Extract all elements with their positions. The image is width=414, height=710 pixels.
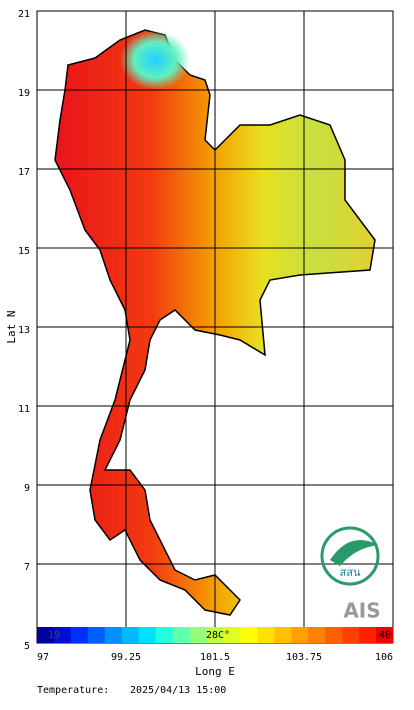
colorbar-cell <box>342 627 360 643</box>
logo-text: สสน <box>340 566 361 579</box>
colorbar-cell <box>223 627 241 643</box>
colorbar-cell <box>274 627 292 643</box>
long-tick-label: 103.75 <box>286 652 322 663</box>
colorbar-cell <box>325 627 343 643</box>
lat-tick-label: 19 <box>18 88 30 99</box>
colorbar-cell <box>359 627 377 643</box>
lat-tick-label: 15 <box>18 246 30 257</box>
colorbar-min: 19 <box>48 630 60 641</box>
colorbar-cell <box>155 627 174 643</box>
lat-tick-label: 11 <box>18 404 30 415</box>
lat-tick-label: 21 <box>18 9 30 20</box>
lat-tick-label: 17 <box>18 167 30 178</box>
colorbar-cell <box>189 627 208 643</box>
long-tick-label: 106 <box>375 652 393 663</box>
colorbar-cell <box>138 627 157 643</box>
grid <box>36 10 394 644</box>
logo-leaf <box>330 540 378 566</box>
colorbar-cell <box>291 627 309 643</box>
colorbar-max: 40 <box>379 630 391 641</box>
lat-tick-label: 5 <box>24 641 30 652</box>
footer-label: Temperature: <box>37 685 109 696</box>
colorbar-cell <box>376 627 394 643</box>
colorbar-cell <box>53 627 72 643</box>
colorbar-cell <box>257 627 275 643</box>
x-axis-label: Long E <box>195 665 235 678</box>
logo-ring <box>320 526 380 586</box>
footer-datetime: 2025/04/13 15:00 <box>130 685 226 696</box>
y-axis-label: Lat N <box>5 310 18 343</box>
long-tick-label: 97 <box>37 652 49 663</box>
colorbar-cell <box>104 627 123 643</box>
long-tick-label: 101.5 <box>200 652 230 663</box>
lat-tick-label: 13 <box>18 325 30 336</box>
colorbar-cell <box>308 627 326 643</box>
logo-hii: สสน <box>320 526 380 586</box>
long-tick-label: 99.25 <box>111 652 141 663</box>
cool-region <box>120 30 190 90</box>
colorbar-mid: 28C° <box>206 630 230 641</box>
colorbar-cell <box>121 627 140 643</box>
colorbar-cell <box>87 627 106 643</box>
lat-tick-label: 7 <box>24 562 30 573</box>
lat-tick-label: 9 <box>24 483 30 494</box>
logo-ais: AIS <box>343 599 380 623</box>
colorbar <box>37 627 394 643</box>
colorbar-cell <box>37 627 55 643</box>
colorbar-cell <box>206 627 224 643</box>
colorbar-cell <box>172 627 191 643</box>
colorbar-cell <box>240 627 258 643</box>
colorbar-cell <box>70 627 89 643</box>
